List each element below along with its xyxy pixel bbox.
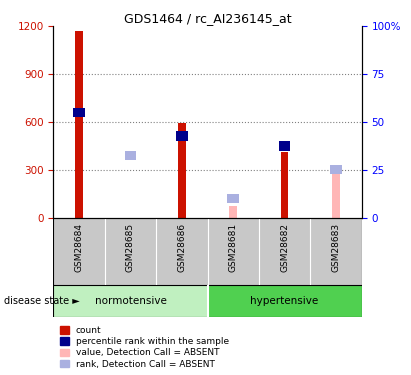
Text: GSM28684: GSM28684 (75, 223, 83, 272)
Bar (330, 165, 342, 174)
Text: GSM28682: GSM28682 (280, 223, 289, 272)
Legend: count, percentile rank within the sample, value, Detection Call = ABSENT, rank, : count, percentile rank within the sample… (58, 324, 231, 370)
Bar (208, 285, 362, 317)
Text: hypertensive: hypertensive (250, 296, 319, 306)
Bar (332, 173, 340, 217)
Bar (208, 217, 259, 285)
Bar (73, 108, 85, 117)
Bar (53, 217, 105, 285)
Text: disease state ►: disease state ► (4, 296, 80, 306)
Text: normotensive: normotensive (95, 296, 166, 306)
Title: GDS1464 / rc_AI236145_at: GDS1464 / rc_AI236145_at (124, 12, 291, 25)
Bar (279, 141, 291, 150)
Bar (310, 217, 362, 285)
Bar (105, 217, 156, 285)
Bar (178, 123, 186, 218)
Text: GSM28681: GSM28681 (229, 223, 238, 272)
Bar (125, 150, 136, 160)
Bar (176, 132, 188, 141)
Bar (53, 285, 208, 317)
Text: GSM28686: GSM28686 (178, 223, 186, 272)
Bar (75, 31, 83, 217)
Bar (281, 152, 289, 217)
Text: GSM28685: GSM28685 (126, 223, 135, 272)
Bar (227, 194, 239, 203)
Text: GSM28683: GSM28683 (332, 223, 340, 272)
Bar (156, 217, 208, 285)
Bar (229, 206, 237, 218)
Bar (259, 217, 310, 285)
